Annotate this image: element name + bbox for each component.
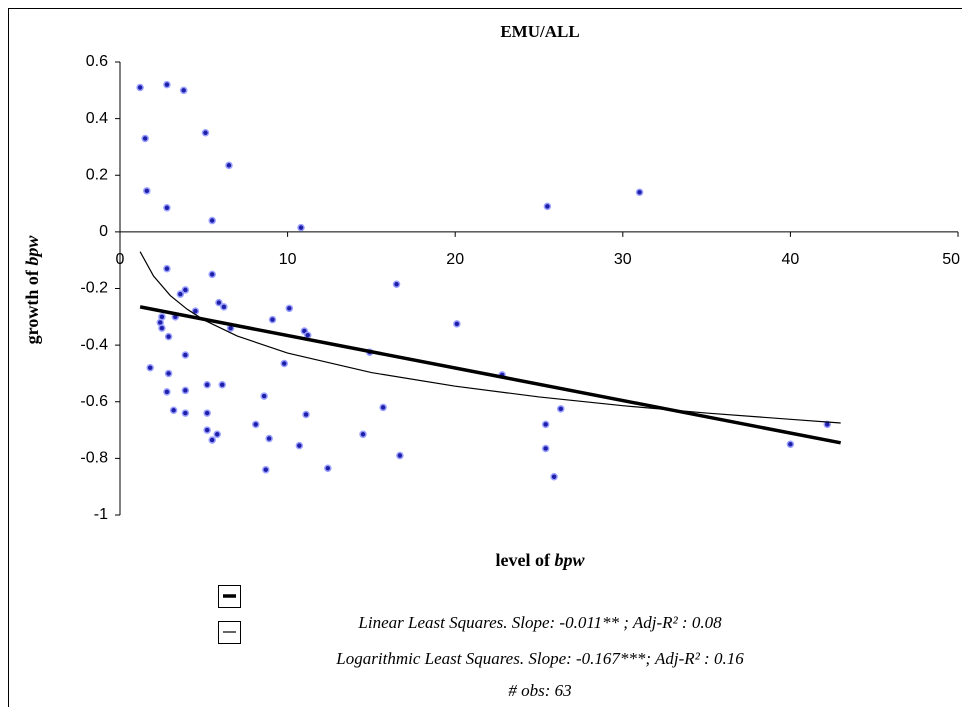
point <box>541 420 550 429</box>
point <box>136 83 144 92</box>
point <box>163 80 171 89</box>
point <box>176 290 185 298</box>
point <box>181 386 190 395</box>
point <box>220 303 228 311</box>
x-label-variable: bpw <box>554 550 585 570</box>
point <box>823 420 832 429</box>
point <box>635 188 644 196</box>
point <box>208 216 216 225</box>
x-tick-label: 40 <box>782 251 800 268</box>
point <box>215 298 223 307</box>
x-label-text: level of <box>496 550 551 570</box>
point <box>453 320 461 328</box>
point <box>201 129 210 137</box>
point <box>181 351 190 359</box>
point <box>164 332 173 341</box>
x-tick-label: 10 <box>279 251 297 268</box>
point <box>181 409 190 417</box>
point <box>557 405 565 413</box>
point <box>203 381 211 389</box>
point <box>169 406 178 414</box>
point <box>143 187 151 195</box>
point <box>146 364 154 372</box>
fit-line <box>139 251 841 424</box>
y-tick-label: -0.2 <box>80 280 108 297</box>
point <box>208 270 216 279</box>
legend-label: Logarithmic Least Squares. Slope: -0.167… <box>335 649 744 668</box>
y-tick-label: 0.2 <box>86 166 108 183</box>
y-tick-label: 0.6 <box>86 53 108 70</box>
x-tick-label: 30 <box>614 251 632 268</box>
legend-label: Linear Least Squares. Slope: -0.011** ; … <box>357 613 722 632</box>
point <box>786 440 795 448</box>
point <box>252 420 260 429</box>
y-tick-label: 0.4 <box>86 110 108 127</box>
point <box>203 409 211 417</box>
point <box>268 315 277 324</box>
x-axis-label: level of bpw <box>496 550 586 570</box>
point <box>213 430 221 439</box>
point <box>163 264 171 273</box>
point <box>163 388 171 396</box>
point <box>280 359 288 368</box>
point <box>543 202 552 211</box>
point <box>218 381 226 389</box>
point <box>285 304 294 313</box>
point <box>141 134 149 143</box>
point <box>163 204 171 212</box>
y-label-text: growth of <box>22 269 42 344</box>
point <box>260 392 268 400</box>
point <box>181 286 190 294</box>
point <box>203 426 211 434</box>
y-tick-label: -1 <box>94 506 108 523</box>
y-axis-label: growth of bpw <box>22 235 42 345</box>
frame <box>8 8 962 707</box>
point <box>295 441 304 450</box>
point <box>179 86 188 95</box>
point <box>302 410 310 419</box>
y-tick-label: -0.6 <box>80 393 108 410</box>
x-tick-label: 50 <box>942 251 960 268</box>
point <box>379 403 387 412</box>
point <box>550 473 558 481</box>
point <box>359 430 367 439</box>
point <box>225 161 233 170</box>
chart-title: EMU/ALL <box>500 22 579 41</box>
point <box>265 434 273 443</box>
point <box>262 465 270 474</box>
y-label-variable: bpw <box>22 235 42 266</box>
point <box>208 436 216 444</box>
point <box>541 444 550 453</box>
fit-line <box>139 305 842 445</box>
point <box>297 223 305 232</box>
point <box>396 451 404 460</box>
x-tick-label: 20 <box>446 251 464 268</box>
y-tick-label: -0.8 <box>80 450 108 467</box>
point <box>392 280 401 289</box>
y-tick-label: -0.4 <box>80 336 108 353</box>
point <box>324 464 332 473</box>
x-tick-label: 0 <box>116 251 125 268</box>
point <box>158 324 166 332</box>
y-tick-label: 0 <box>99 223 108 240</box>
obs-note: # obs: 63 <box>508 681 571 700</box>
point <box>164 369 173 378</box>
